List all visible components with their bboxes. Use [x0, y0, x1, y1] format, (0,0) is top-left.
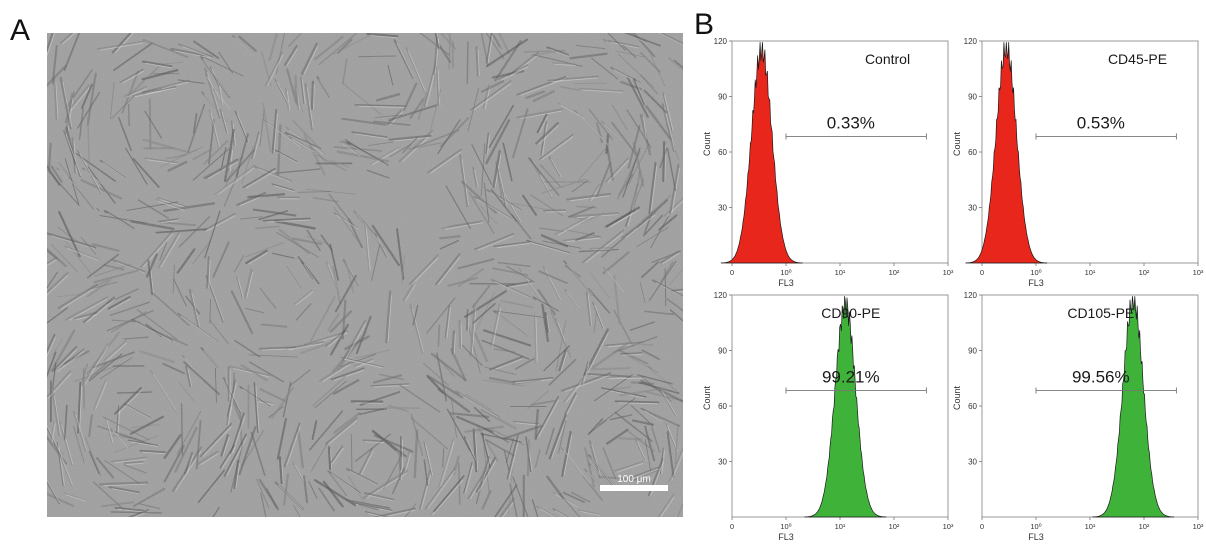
- x-tick-label: 10⁰: [1030, 268, 1041, 277]
- x-tick-label: 10²: [1139, 268, 1150, 277]
- y-axis-label: Count: [702, 132, 712, 157]
- x-tick-label: 10⁰: [1030, 522, 1041, 531]
- x-tick-label: 10³: [1193, 268, 1204, 277]
- x-axis-label: FL3: [778, 278, 794, 288]
- y-tick-label: 120: [964, 37, 978, 46]
- x-tick-label: 10¹: [1085, 522, 1096, 531]
- x-tick-label: 10²: [1139, 522, 1150, 531]
- histogram-title: CD90-PE: [821, 305, 880, 321]
- y-tick-label: 30: [968, 458, 977, 467]
- x-tick-label: 10⁰: [780, 268, 791, 277]
- percent-label: 0.33%: [827, 113, 875, 132]
- x-tick-label: 10¹: [835, 522, 846, 531]
- histogram-title: Control: [865, 51, 910, 67]
- x-tick-label: 10¹: [835, 268, 846, 277]
- x-axis-label: FL3: [1028, 532, 1044, 542]
- y-tick-label: 60: [718, 402, 727, 411]
- y-tick-label: 90: [718, 347, 727, 356]
- micrograph-image: 100 μm: [47, 33, 683, 517]
- y-tick-label: 90: [968, 93, 977, 102]
- x-axis-label: FL3: [778, 532, 794, 542]
- y-tick-label: 120: [714, 291, 728, 300]
- x-axis-label: FL3: [1028, 278, 1044, 288]
- y-tick-label: 120: [714, 37, 728, 46]
- y-tick-label: 60: [968, 148, 977, 157]
- micrograph-grain: [47, 33, 683, 517]
- x-tick-label: 10²: [889, 268, 900, 277]
- percent-label: 99.21%: [822, 367, 880, 386]
- y-tick-label: 60: [718, 148, 727, 157]
- histogram-title: CD45-PE: [1108, 51, 1167, 67]
- y-tick-label: 30: [718, 458, 727, 467]
- y-tick-label: 60: [968, 402, 977, 411]
- x-tick-label: 10³: [1193, 522, 1204, 531]
- y-axis-label: Count: [952, 386, 962, 411]
- y-tick-label: 120: [964, 291, 978, 300]
- plot-frame: [982, 295, 1198, 517]
- y-axis-label: Count: [702, 386, 712, 411]
- x-tick-label: 0: [730, 268, 734, 277]
- panel-a-letter: A: [10, 14, 30, 48]
- y-tick-label: 90: [968, 347, 977, 356]
- histogram-title: CD105-PE: [1067, 305, 1134, 321]
- x-tick-label: 0: [980, 268, 984, 277]
- x-tick-label: 10⁰: [780, 522, 791, 531]
- y-tick-label: 30: [968, 204, 977, 213]
- micrograph-panel: 100 μm: [47, 33, 683, 517]
- x-tick-label: 0: [730, 522, 734, 531]
- percent-label: 0.53%: [1077, 113, 1125, 132]
- x-tick-label: 10¹: [1085, 268, 1096, 277]
- x-tick-label: 10²: [889, 522, 900, 531]
- scale-bar-label: 100 μm: [617, 474, 651, 485]
- percent-label: 99.56%: [1072, 367, 1130, 386]
- y-tick-label: 30: [718, 204, 727, 213]
- scale-bar: [600, 485, 668, 491]
- x-tick-label: 0: [980, 522, 984, 531]
- histogram-group: 30 60 90 120 0 10⁰ 10¹ 10² 10³ FL3 Count 99.56% CD10…: [952, 291, 1204, 542]
- histogram-group: 30 60 90 120 0 10⁰ 10¹ 10² 10³ FL3 Count 0.53% CD45-…: [952, 37, 1204, 288]
- y-tick-label: 90: [718, 93, 727, 102]
- y-axis-label: Count: [952, 132, 962, 157]
